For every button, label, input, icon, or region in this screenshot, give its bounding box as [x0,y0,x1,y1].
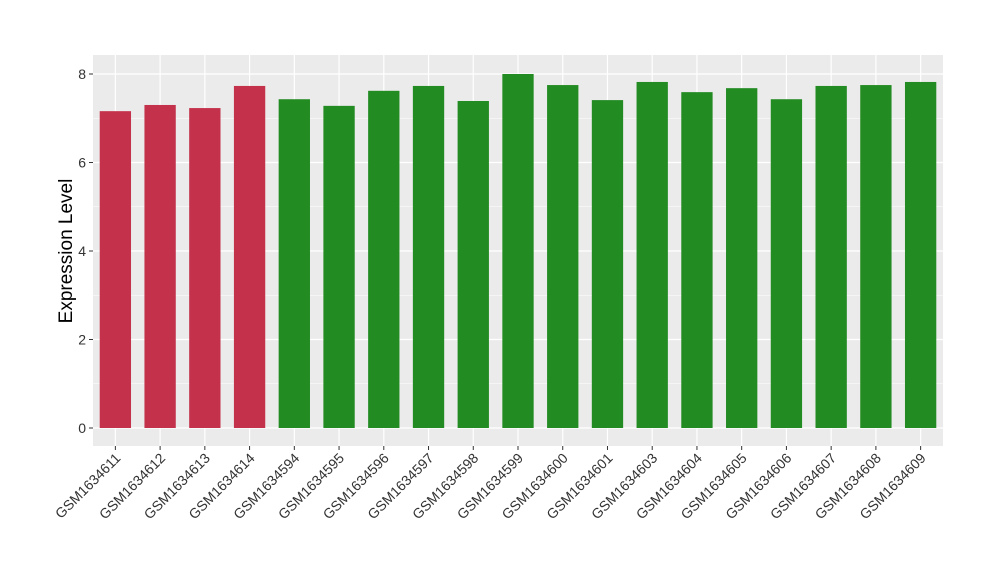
bar-GSM1634597 [412,85,445,428]
bar-GSM1634607 [815,85,847,428]
bar-GSM1634614 [233,85,266,428]
bar-GSM1634612 [144,104,176,428]
x-axis: GSM1634611GSM1634612GSM1634613GSM1634614… [52,446,929,522]
bar-GSM1634596 [368,90,400,428]
bar-GSM1634605 [726,88,758,428]
bar-GSM1634601 [591,100,624,429]
bar-GSM1634606 [770,99,803,428]
y-tick-label: 0 [78,420,86,436]
y-tick-label: 6 [78,155,86,171]
y-tick-label: 4 [78,243,86,259]
bar-GSM1634599 [502,74,534,428]
y-tick-label: 2 [78,332,86,348]
bar-GSM1634609 [904,81,937,428]
bar-GSM1634613 [189,108,221,428]
y-tick-label: 8 [78,66,86,82]
y-axis: 0 2 4 6 8 [78,66,93,436]
bar-GSM1634595 [323,105,355,429]
bar-GSM1634598 [457,100,489,429]
bars [99,74,937,429]
bar-GSM1634600 [547,85,579,428]
y-axis-label: Expression Level [56,179,77,324]
bar-GSM1634608 [860,85,892,428]
bar-GSM1634594 [278,99,310,428]
bar-GSM1634611 [99,111,132,429]
bar-GSM1634604 [681,92,713,428]
bar-GSM1634603 [636,81,668,428]
